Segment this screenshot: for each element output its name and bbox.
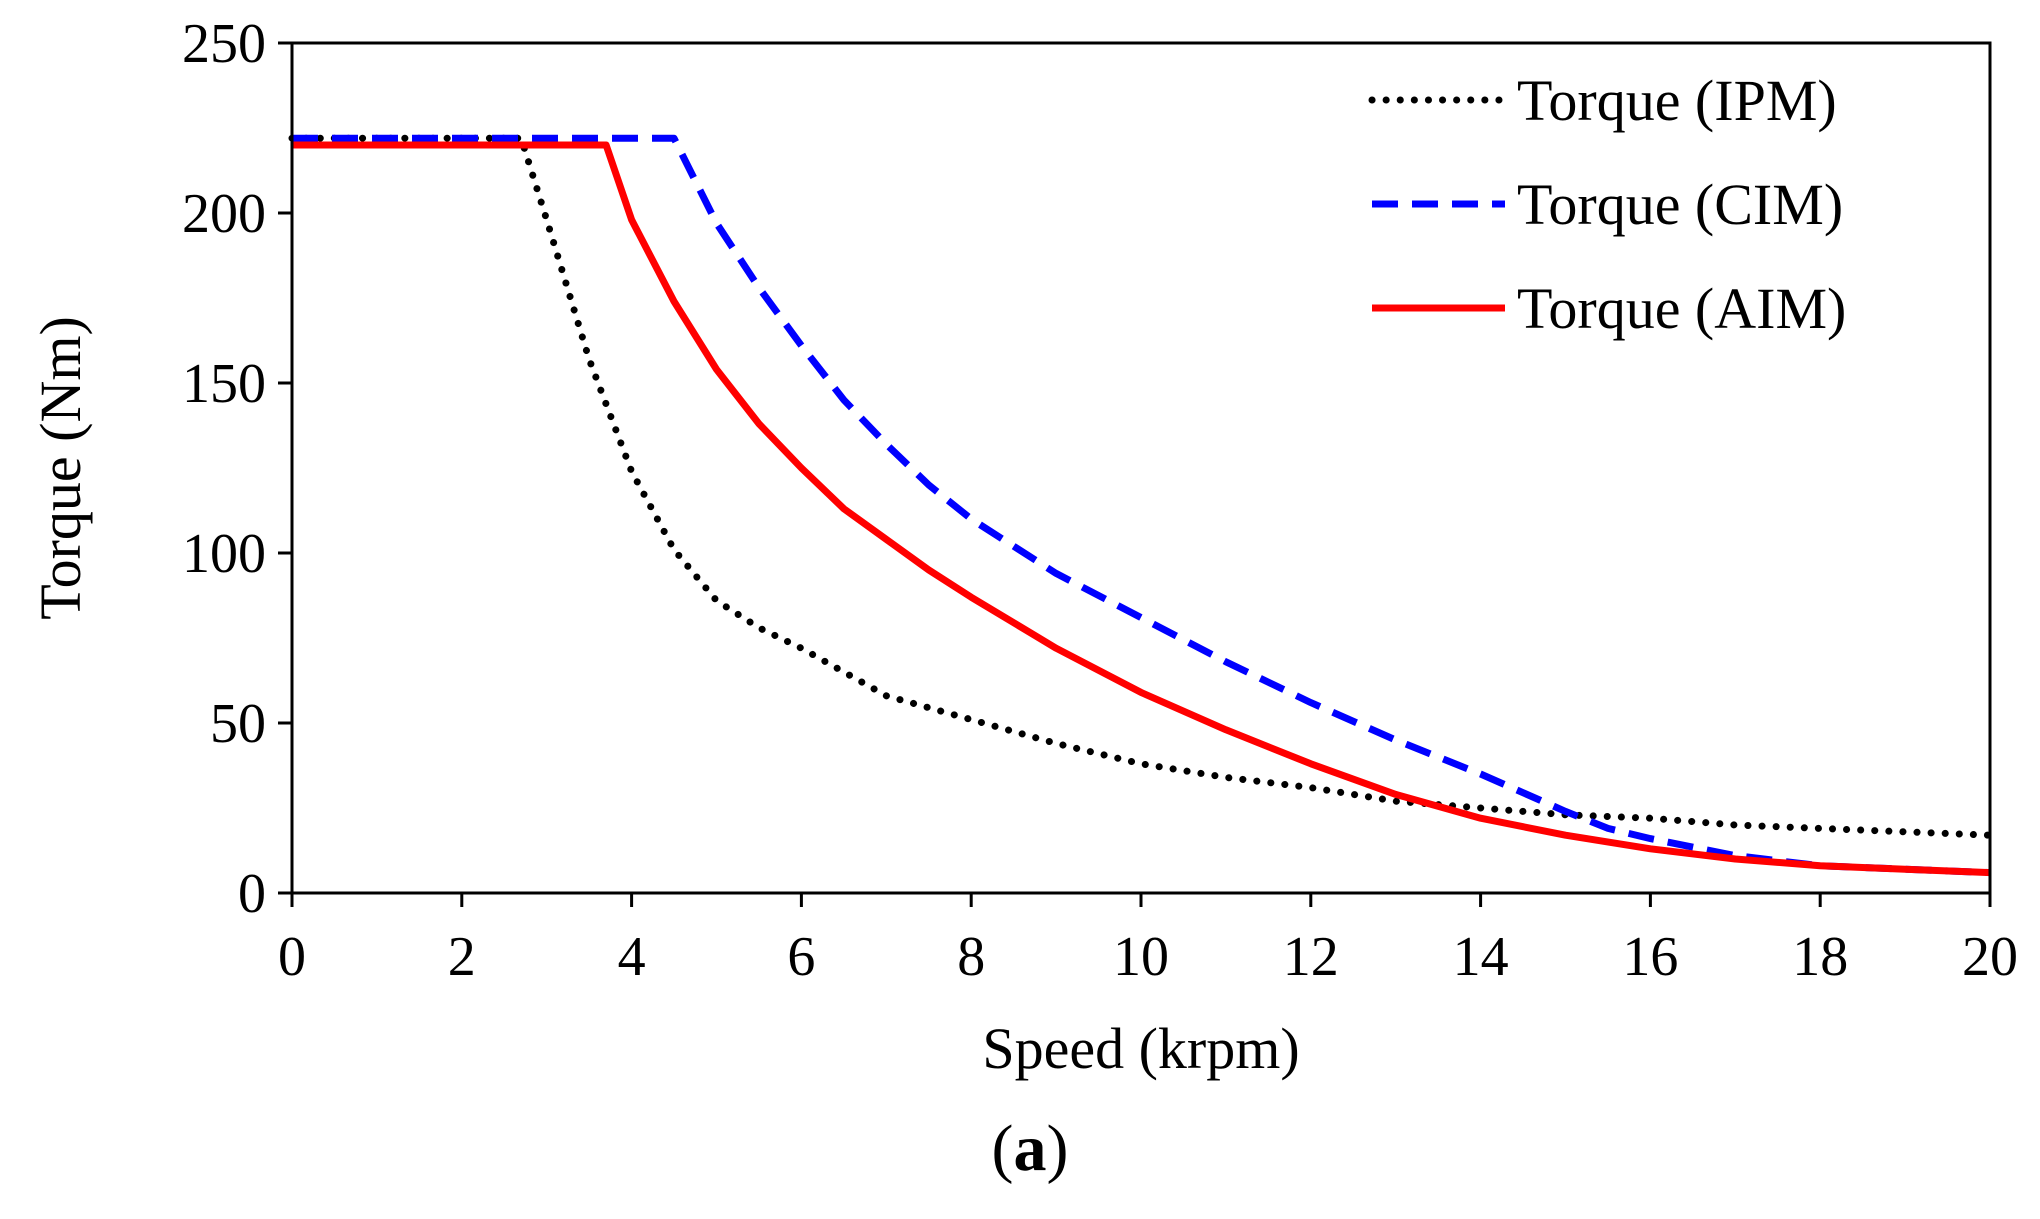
- y-tick-label: 250: [182, 13, 266, 75]
- series-line-torque-cim: [292, 134, 1991, 877]
- series-line-torque-aim: [292, 141, 1991, 877]
- legend-label-torque-aim: Torque (AIM): [1517, 276, 1846, 341]
- x-axis-title: Speed (krpm): [982, 1016, 1299, 1081]
- legend-label-torque-ipm: Torque (IPM): [1517, 68, 1837, 133]
- x-tick-label: 2: [448, 926, 476, 988]
- legend-label-torque-cim: Torque (CIM): [1517, 172, 1843, 237]
- x-tick-label: 10: [1113, 926, 1169, 988]
- series-line-torque-ipm: [288, 134, 1994, 839]
- x-tick-label: 20: [1962, 926, 2018, 988]
- x-tick-label: 16: [1622, 926, 1678, 988]
- panel-label: (a): [992, 1112, 1069, 1185]
- x-tick-label: 14: [1453, 926, 1509, 988]
- legend: Torque (IPM) Torque (CIM) Torque (AIM): [1368, 68, 1846, 341]
- panel-label-letter: a: [1014, 1112, 1047, 1185]
- series-layer: [288, 134, 1994, 877]
- panel-label-close-paren: ): [1047, 1112, 1069, 1185]
- y-tick-label: 0: [238, 863, 266, 925]
- x-tick-label: 18: [1792, 926, 1848, 988]
- x-tick-label: 12: [1283, 926, 1339, 988]
- y-axis-title: Torque (Nm): [28, 316, 93, 620]
- x-tick-label: 0: [278, 926, 306, 988]
- y-tick-label: 100: [182, 523, 266, 585]
- y-tick-label: 200: [182, 183, 266, 245]
- x-tick-label: 6: [787, 926, 815, 988]
- y-tick-label: 150: [182, 353, 266, 415]
- y-tick-label: 50: [210, 693, 266, 755]
- panel-label-open-paren: (: [992, 1112, 1014, 1185]
- x-tick-label: 4: [618, 926, 646, 988]
- x-tick-label: 8: [957, 926, 985, 988]
